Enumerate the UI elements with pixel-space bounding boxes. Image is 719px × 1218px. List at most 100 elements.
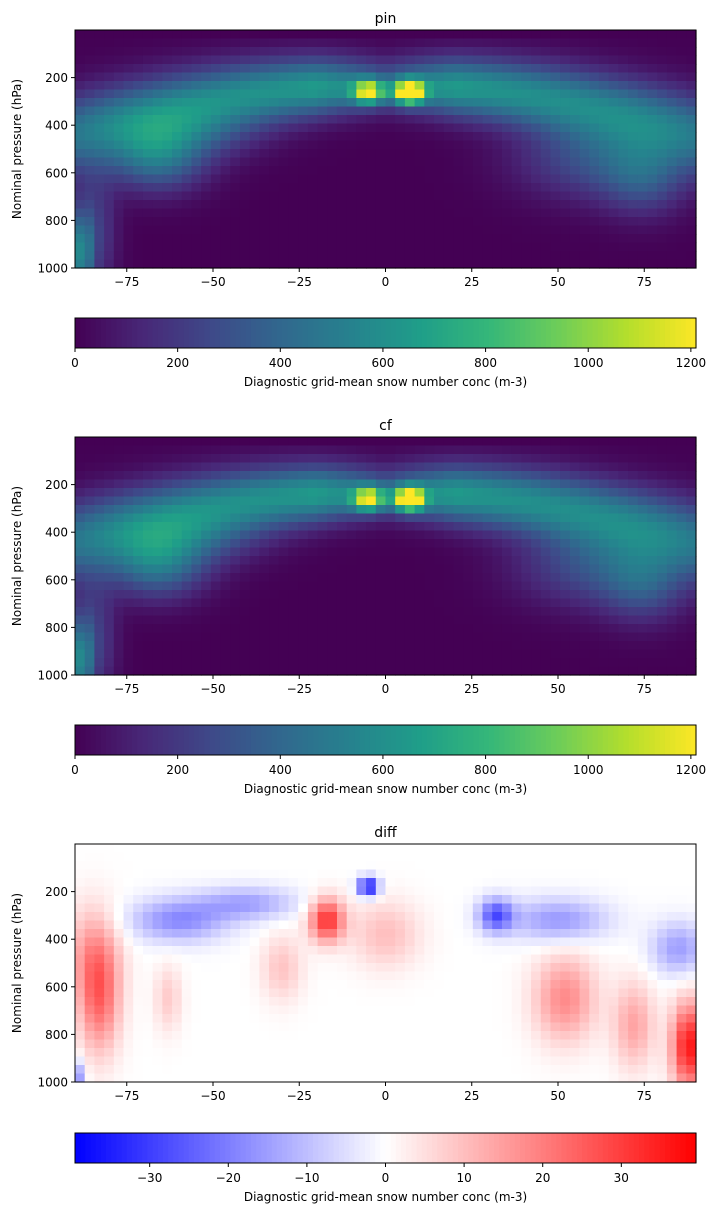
heatmap-cell — [404, 886, 416, 896]
heatmap-cell — [104, 920, 115, 930]
heatmap-cell — [191, 115, 202, 125]
heatmap-cell — [317, 225, 328, 235]
heatmap-cell — [676, 971, 687, 981]
heatmap-cell — [162, 980, 173, 990]
heatmap-cell — [298, 624, 309, 634]
heatmap-cell — [628, 132, 639, 142]
heatmap-cell — [657, 149, 668, 159]
heatmap-cell — [230, 861, 241, 871]
colorbar-swatch — [313, 725, 319, 755]
heatmap-cell — [472, 505, 484, 515]
heatmap-cell — [259, 547, 270, 557]
colorbar-swatch — [452, 725, 459, 755]
heatmap-cell — [628, 72, 639, 82]
heatmap-cell — [608, 539, 619, 549]
heatmap-cell — [278, 852, 290, 862]
heatmap-cell — [560, 658, 571, 668]
heatmap-cell — [366, 912, 377, 922]
heatmap-cell — [521, 89, 532, 99]
heatmap-cell — [385, 920, 396, 930]
heatmap-cell — [201, 641, 212, 651]
heatmap-cell — [84, 861, 95, 871]
heatmap-cell — [560, 437, 571, 447]
heatmap-cell — [560, 30, 571, 40]
heatmap-cell — [531, 607, 542, 617]
heatmap-cell — [191, 157, 202, 167]
heatmap-cell — [521, 488, 532, 498]
heatmap-cell — [540, 225, 552, 235]
heatmap-cell — [608, 174, 619, 184]
heatmap-cell — [84, 607, 95, 617]
heatmap-cell — [560, 607, 571, 617]
heatmap-cell — [220, 946, 231, 956]
heatmap-cell — [336, 530, 348, 540]
heatmap-cell — [511, 861, 522, 871]
heatmap-cell — [618, 963, 629, 973]
heatmap-diff — [75, 844, 697, 1083]
heatmap-cell — [307, 98, 319, 108]
heatmap-cell — [239, 251, 251, 261]
heatmap-cell — [259, 89, 270, 99]
heatmap-cell — [181, 488, 193, 498]
heatmap-cell — [269, 946, 280, 956]
heatmap-cell — [356, 649, 367, 659]
heatmap-cell — [162, 581, 173, 591]
heatmap-cell — [637, 624, 649, 634]
heatmap-cell — [172, 454, 183, 464]
colorbar-swatch — [194, 318, 200, 348]
heatmap-cell — [104, 658, 115, 668]
heatmap-cell — [162, 649, 173, 659]
heatmap-cell — [327, 115, 338, 125]
colorbar-swatch — [437, 318, 444, 348]
heatmap-cell — [181, 861, 193, 871]
heatmap-cell — [307, 132, 319, 142]
colorbar-swatch — [292, 318, 299, 348]
heatmap-cell — [259, 573, 270, 583]
heatmap-cell — [278, 937, 290, 947]
heatmap-cell — [142, 852, 154, 862]
heatmap-cell — [472, 666, 484, 676]
heatmap-cell — [637, 658, 649, 668]
heatmap-cell — [327, 166, 338, 176]
heatmap-cell — [123, 530, 134, 540]
heatmap-cell — [123, 615, 134, 625]
heatmap-cell — [75, 259, 86, 269]
heatmap-cell — [201, 513, 212, 523]
heatmap-cell — [637, 115, 649, 125]
heatmap-cell — [375, 590, 387, 600]
heatmap-cell — [443, 505, 455, 515]
heatmap-cell — [142, 980, 154, 990]
heatmap-cell — [501, 530, 513, 540]
heatmap-cell — [453, 47, 464, 57]
colorbar-swatch — [80, 318, 86, 348]
heatmap-cell — [288, 454, 299, 464]
heatmap-cell — [531, 598, 542, 608]
heatmap-cell — [511, 488, 522, 498]
heatmap-cell — [181, 454, 193, 464]
heatmap-cell — [676, 30, 687, 40]
heatmap-cell — [453, 547, 464, 557]
heatmap-cell — [385, 641, 396, 651]
heatmap-cell — [589, 564, 600, 574]
heatmap-cell — [434, 81, 445, 91]
heatmap-cell — [259, 522, 270, 532]
colorbar-swatch — [173, 725, 180, 755]
heatmap-cell — [569, 445, 581, 455]
heatmap-cell — [443, 242, 455, 252]
heatmap-cell — [152, 513, 163, 523]
heatmap-cell — [628, 666, 639, 676]
heatmap-cell — [113, 649, 125, 659]
heatmap-cell — [220, 183, 231, 193]
heatmap-cell — [336, 132, 348, 142]
colorbar-swatch — [183, 318, 190, 348]
heatmap-cell — [249, 869, 260, 879]
heatmap-cell — [327, 954, 338, 964]
colorbar-swatch — [664, 318, 671, 348]
heatmap-cell — [201, 869, 212, 879]
heatmap-cell — [269, 666, 280, 676]
heatmap-cell — [482, 869, 493, 879]
heatmap-cell — [259, 581, 270, 591]
heatmap-cell — [307, 920, 319, 930]
heatmap-cell — [152, 937, 163, 947]
